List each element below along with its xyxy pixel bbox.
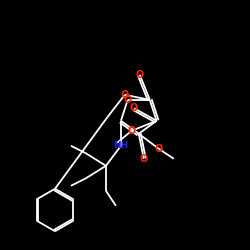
Text: O: O: [128, 126, 136, 136]
Text: O: O: [136, 70, 144, 80]
Text: NH: NH: [113, 141, 128, 150]
Text: O: O: [124, 95, 132, 105]
Text: O: O: [140, 154, 148, 164]
Text: O: O: [121, 90, 129, 100]
Text: O: O: [130, 103, 138, 113]
Text: O: O: [154, 144, 163, 154]
